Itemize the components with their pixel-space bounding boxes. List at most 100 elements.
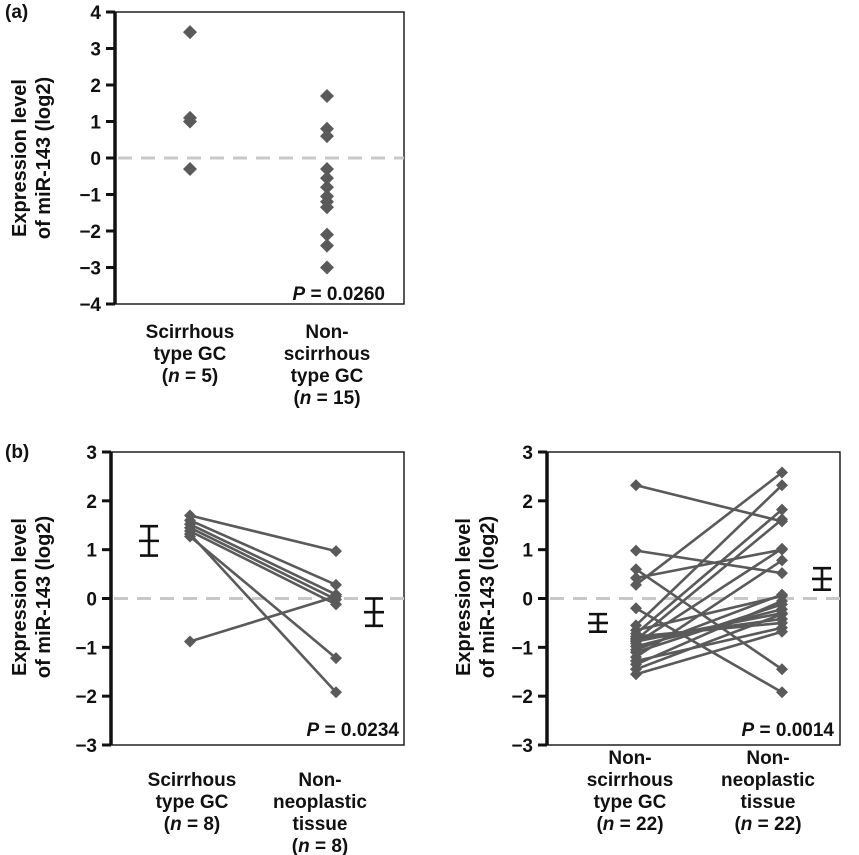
panel-2-y-axis-label-line2: of miR-143 (log2) [477,516,499,678]
panel-1-data-point [330,598,342,611]
panel-2-pair-line [635,518,783,642]
panel-1-panel-letter: (b) [5,442,29,463]
panel-0-category-label-0: Scirrhous type GC (n = 5) [146,322,235,387]
panel-2-pair-line [635,594,783,632]
panel-2-y-tick-label: −2 [511,687,533,708]
panel-0-data-point [183,25,197,40]
panel-1-mean-error-bar-right [364,597,384,628]
panel-2-pair-line [635,549,783,575]
panel-2-pair-line [635,626,783,663]
panel-2-pair-line [635,607,783,694]
panel-2-category-label-0-line-2: type GC [594,792,667,813]
panel-1-y-axis-label-line2: of miR-143 (log2) [33,516,55,678]
panel-2-pair-line [635,547,783,645]
panel-0-panel-letter: (a) [5,2,28,23]
panel-1-pair-line [189,514,337,553]
panel-1-y-axis-label-line1: Expression level [9,518,31,676]
panel-2-data-point [776,594,788,607]
panel-1-data-point [330,686,342,699]
panel-0-category-label-0-line-0: Scirrhous [146,322,235,343]
panel-0-data-point [320,180,334,195]
panel-0-category-label-0-line-1: type GC [154,344,227,365]
panel-0-data-point [320,161,334,176]
panel-2-data-point [630,578,642,591]
panel-1-pair-line [189,523,337,596]
panel-1-data-point [184,530,196,543]
panel-1-category-label-1-line-0: Non- [298,770,341,791]
panel-0-y-tick-label: 1 [90,113,101,134]
panel-1-pair-line [189,529,337,606]
panel-2-data-point [776,686,788,699]
panel-0-y-tick-label: 0 [90,149,101,170]
panel-2-y-tick-label: 1 [522,541,533,562]
panel-2-data-point [630,602,642,615]
panel-0-category-label-1-line-1: scirrhous [284,344,371,365]
panel-0-p-value-symbol: P [293,284,306,305]
panel-2-pair-line [635,612,783,671]
panel-1-y-tick-label: 1 [86,541,97,562]
panel-2-category-label-0-line-0: Non- [608,748,651,769]
panel-0-y-axis-label-line2: of miR-143 (log2) [33,77,55,239]
panel-1-y-tick-label: 2 [86,492,97,513]
panel-1-y-tick-label: −3 [75,736,97,757]
panel-1-category-label-0-line-1: type GC [156,792,229,813]
panel-1-data-point [330,652,342,665]
panel-1-category-label-1: Non-neoplastic tissue (n = 8) [273,770,367,855]
panel-2-data-point [776,663,788,676]
panel-1-data-point [330,578,342,591]
panel-0-data-point [320,121,334,136]
panel-1-p-value-number: = 0.0234 [319,720,399,741]
panel-0-data-point [320,88,334,103]
panel-2-pair-line [635,568,783,671]
panel-0-category-label-1-line-0: Non- [305,322,348,343]
panel-1-p-value: P = 0.0234 [307,720,400,741]
panel-2-category-label-1-line-0: Non- [746,748,789,769]
panel-1-category-label-1-line-1: neoplastic [273,792,367,813]
panel-2-y-tick-label: 0 [522,590,533,611]
panel-1-pair-line [189,519,337,587]
panel-2-p-value-number: = 0.0014 [754,720,834,741]
panel-2-data-point [630,544,642,557]
panel-0-data-point [320,129,334,144]
panel-0-y-axis-label-line1: Expression level [9,79,31,237]
panel-0-y-tick-label: −1 [79,186,101,207]
panel-0-y-tick-label: 2 [90,76,101,97]
panel-1-y-tick-label: −2 [75,687,97,708]
panel-0-category-label-1: Non-scirrhous type GC (n = 15) [284,322,371,409]
panel-0-category-label-1-line-2: type GC [291,366,364,387]
panel-2-y-tick-label: −1 [511,638,533,659]
panel-2-pair-line [635,630,783,676]
panel-2-data-point [630,563,642,576]
panel-2-pair-line [635,471,783,586]
panel-0-p-value-number: = 0.0260 [305,284,385,305]
panel-1-category-label-0: Scirrhous type GC (n = 8) [148,770,237,835]
panel-2-category-label-1-line-3: (n = 22) [734,814,801,835]
panel-0-category-label-0-line-2: (n = 5) [162,366,219,387]
panel-2-data-point [630,571,642,584]
panel-0-data-point [320,260,334,275]
panel-1-data-point [330,590,342,603]
panel-2-data-point [776,567,788,580]
panel-0-data-point [320,238,334,253]
panel-0-data-point [183,114,197,129]
panel-1-category-label-0-line-2: (n = 8) [164,814,221,835]
panel-2-y-tick-label: 3 [522,443,533,464]
panel-2-pair-line [635,548,783,580]
panel-2-category-label-0-line-1: scirrhous [587,770,674,791]
panel-2-data-point [776,588,788,601]
panel-2-data-point [630,668,642,681]
panel-2-pair-line [635,483,783,523]
panel-0-y-tick-label: 3 [90,40,101,61]
panel-2-y-tick-label: −3 [511,736,533,757]
panel-1-p-value-symbol: P [307,720,320,741]
panel-1-category-label-0-line-0: Scirrhous [148,770,237,791]
panel-0-p-value: P = 0.0260 [293,284,385,305]
panel-2-pair-line [635,599,783,666]
panel-2-data-point [776,608,788,621]
panel-2-category-label-0-line-3: (n = 22) [596,814,663,835]
panel-2-y-tick-label: 2 [522,492,533,513]
panel-1-pair-line [189,535,337,660]
panel-0-data-point [320,171,334,186]
panel-2-category-label-0: Non-scirrhous type GC (n = 22) [587,748,674,835]
